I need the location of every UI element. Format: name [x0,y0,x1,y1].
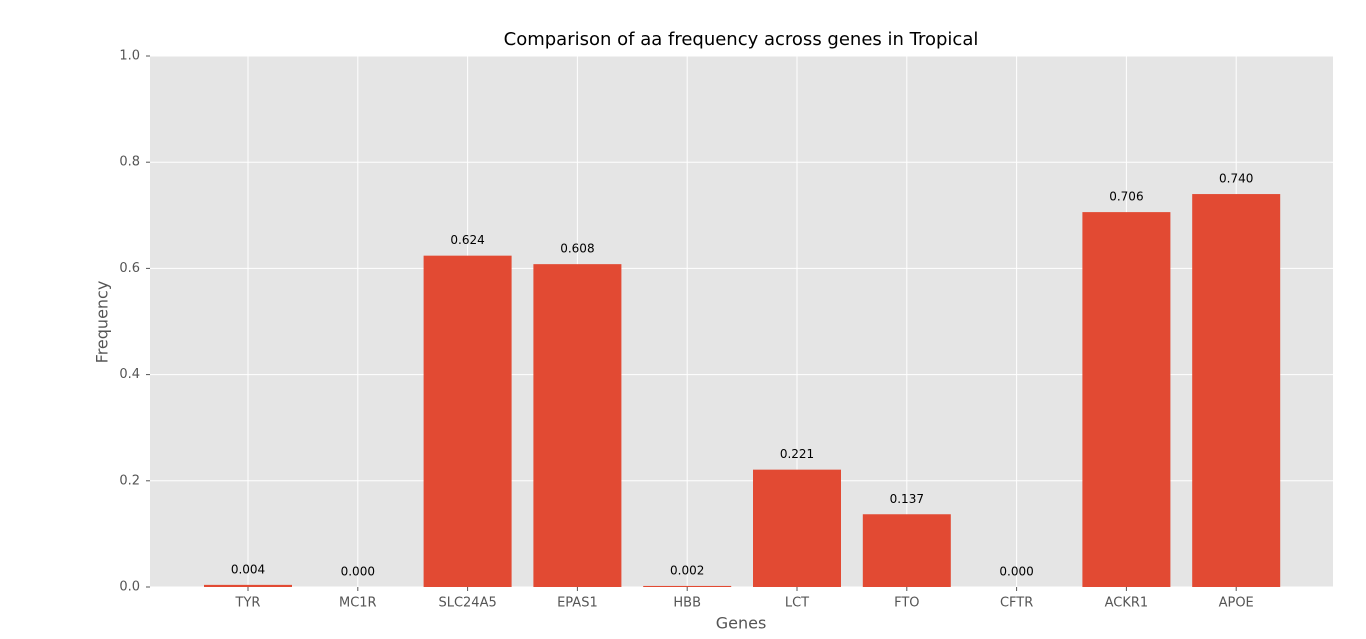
x-tick-label: LCT [785,596,809,611]
y-tick-label: 0.2 [119,473,140,488]
x-tick-label: TYR [235,596,261,611]
value-label: 0.608 [560,242,594,256]
value-label: 0.002 [670,563,704,577]
x-tick-label: MC1R [339,596,377,611]
y-tick-label: 1.0 [119,49,140,64]
value-label: 0.137 [890,492,924,506]
value-label: 0.740 [1219,172,1253,186]
value-label: 0.624 [450,233,484,247]
value-label: 0.706 [1109,190,1143,204]
bar [1082,212,1171,587]
x-tick-label: FTO [894,596,919,611]
x-tick-label: APOE [1219,596,1254,611]
x-tick-label: EPAS1 [557,596,598,611]
bar [423,255,512,587]
bar [643,585,732,587]
y-tick-label: 0.8 [119,155,140,170]
bar [753,469,841,587]
x-tick-label: SLC24A5 [438,596,496,611]
bar [533,264,622,587]
x-tick-label: CFTR [1000,596,1033,611]
value-label: 0.004 [231,562,265,576]
bar [862,514,951,587]
y-tick-label: 0.4 [119,367,140,382]
bar [1192,194,1281,587]
y-tick-label: 0.0 [119,580,140,595]
y-tick-label: 0.6 [119,261,140,276]
bar [204,584,292,587]
x-tick-label: ACKR1 [1105,596,1149,611]
x-tick-label: HBB [673,596,701,611]
value-label: 0.221 [780,447,814,461]
value-label: 0.000 [341,565,375,579]
x-axis-label: Genes [716,614,767,633]
chart-title: Comparison of aa frequency across genes … [504,29,979,50]
value-label: 0.000 [999,565,1033,579]
y-axis-label: Frequency [93,281,112,364]
